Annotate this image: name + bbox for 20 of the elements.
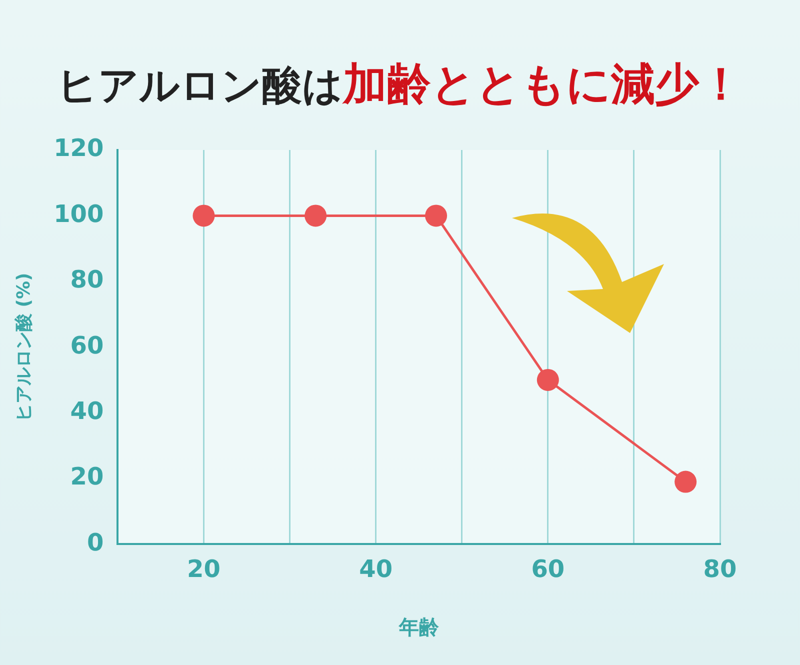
point bbox=[304, 204, 327, 227]
point bbox=[674, 470, 697, 493]
y-tick-label: 60 bbox=[70, 331, 104, 360]
x-tick-label: 20 bbox=[187, 554, 220, 583]
x-tick-label: 80 bbox=[703, 554, 737, 583]
y-tick-label: 20 bbox=[70, 462, 104, 491]
point bbox=[536, 368, 559, 391]
point bbox=[425, 204, 448, 227]
chart-subtitle: 加齢とともに減少！ bbox=[343, 59, 743, 110]
y-axis-title: ヒアルロン酸 (%) bbox=[13, 272, 34, 422]
x-tick-label: 40 bbox=[359, 554, 393, 583]
y-tick-label: 40 bbox=[70, 397, 104, 426]
y-tick-label: 100 bbox=[54, 200, 104, 228]
point bbox=[192, 204, 215, 227]
y-tick-label: 120 bbox=[54, 134, 104, 162]
x-tick-label: 60 bbox=[531, 554, 565, 583]
x-axis-title: 年齢 bbox=[398, 615, 440, 640]
y-tick-label: 80 bbox=[70, 266, 104, 294]
y-tick-label: 0 bbox=[86, 528, 104, 556]
chart-title: ヒアルロン酸は bbox=[57, 62, 343, 109]
